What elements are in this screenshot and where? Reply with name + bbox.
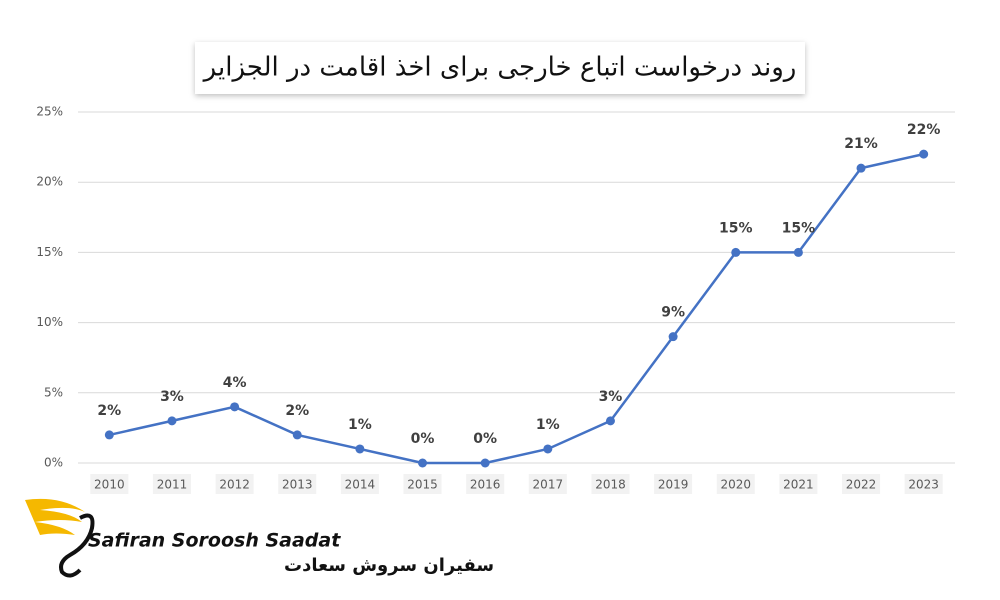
x-tick-label: 2018 bbox=[595, 478, 626, 492]
x-tick-label: 2014 bbox=[345, 478, 376, 492]
plot: 0% 5% 10% 15% 20% 25% 2010 2011 2012 2013 2014 2015… bbox=[36, 105, 955, 494]
point bbox=[856, 163, 866, 173]
x-tick-label: 2021 bbox=[783, 478, 814, 492]
x-tick-box bbox=[403, 474, 442, 494]
x-tick-box bbox=[842, 474, 881, 494]
x-tick-label: 2011 bbox=[157, 478, 188, 492]
point bbox=[418, 458, 428, 468]
logo-wing bbox=[25, 498, 85, 535]
x-tick-box bbox=[466, 474, 505, 494]
x-tick-box bbox=[152, 474, 191, 494]
x-tick-box bbox=[779, 474, 818, 494]
x-tick-label: 2013 bbox=[282, 478, 313, 492]
x-tick-box bbox=[278, 474, 317, 494]
title-box bbox=[195, 42, 805, 94]
x-tick-label: 2023 bbox=[908, 478, 939, 492]
x-tick-box bbox=[654, 474, 693, 494]
data-label: 3% bbox=[160, 389, 184, 405]
point bbox=[480, 458, 490, 468]
x-tick-label: 2010 bbox=[94, 478, 125, 492]
logo-name-en: Safiran Soroosh Saadat bbox=[88, 530, 341, 552]
x-tick-box bbox=[904, 474, 943, 494]
data-label: 1% bbox=[348, 417, 372, 433]
x-tick-box bbox=[340, 474, 379, 494]
x-tick-label: 2012 bbox=[219, 478, 250, 492]
point bbox=[543, 444, 553, 454]
data-label: 2% bbox=[285, 403, 309, 419]
y-tick-label: 25% bbox=[36, 105, 63, 119]
line bbox=[109, 152, 924, 465]
data-label: 4% bbox=[223, 375, 247, 391]
point bbox=[292, 430, 302, 440]
logo-swan bbox=[59, 513, 95, 578]
point bbox=[793, 247, 803, 257]
point bbox=[355, 444, 365, 454]
x-tick-label: 2017 bbox=[533, 478, 564, 492]
x-tick-label: 2022 bbox=[846, 478, 877, 492]
point bbox=[230, 402, 240, 412]
y-tick-label: 10% bbox=[36, 315, 63, 329]
data-label: 15% bbox=[782, 220, 816, 236]
point bbox=[668, 332, 678, 342]
data-label: 9% bbox=[661, 305, 685, 321]
logo: Safiran Soroosh Saadat سفیران سروش سعادت bbox=[25, 498, 494, 578]
x-tick-box bbox=[215, 474, 254, 494]
data-label: 21% bbox=[844, 136, 878, 152]
y-tick-label: 5% bbox=[44, 385, 63, 399]
data-label: 0% bbox=[411, 431, 435, 447]
data-label: 2% bbox=[97, 403, 121, 419]
x-tick-label: 2020 bbox=[720, 478, 751, 492]
x-tick-label: 2015 bbox=[407, 478, 438, 492]
data-label: 3% bbox=[599, 389, 623, 405]
point bbox=[919, 149, 929, 159]
point bbox=[167, 416, 177, 426]
logo-name-fa: سفیران سروش سعادت bbox=[284, 555, 494, 576]
point bbox=[731, 247, 741, 257]
x-tick-label: 2019 bbox=[658, 478, 689, 492]
chart-title: روند درخواست اتباع خارجی برای اخذ اقامت … bbox=[202, 53, 797, 83]
data-label: 22% bbox=[907, 122, 941, 138]
y-tick-label: 20% bbox=[36, 175, 63, 189]
x-tick-box bbox=[591, 474, 630, 494]
x-tick-box bbox=[716, 474, 755, 494]
point bbox=[104, 430, 114, 440]
data-label: 15% bbox=[719, 220, 753, 236]
x-tick-label: 2016 bbox=[470, 478, 501, 492]
x-tick-box bbox=[90, 474, 129, 494]
y-tick-label: 0% bbox=[44, 456, 63, 470]
data-label: 1% bbox=[536, 417, 560, 433]
x-tick-box bbox=[528, 474, 567, 494]
y-tick-label: 15% bbox=[36, 245, 63, 259]
data-label: 0% bbox=[473, 431, 497, 447]
point bbox=[605, 416, 615, 426]
